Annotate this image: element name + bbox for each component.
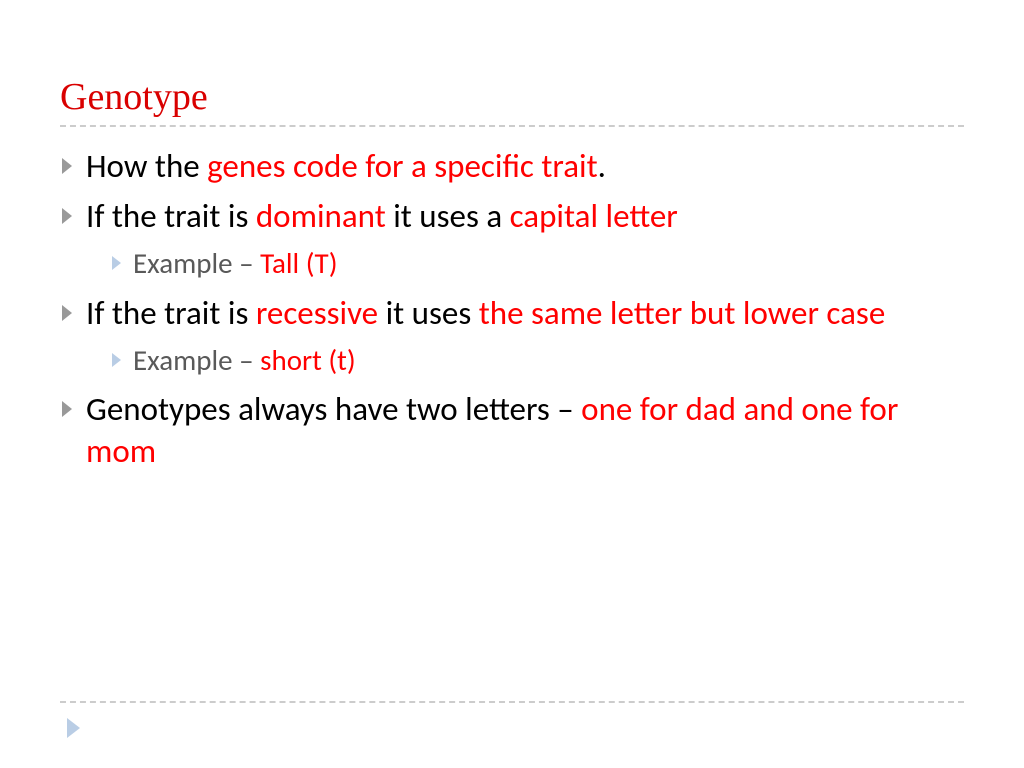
plain-text: Example –	[133, 342, 260, 378]
bullet-item: Example – Tall (T)	[60, 245, 964, 281]
footer-arrow-icon	[67, 718, 80, 738]
highlight-text: genes code for a specific trait	[207, 146, 598, 186]
highlight-text: short (t)	[260, 342, 356, 378]
bullet-arrow-icon	[62, 158, 72, 174]
plain-text: How the	[86, 146, 207, 186]
bullet-list: How the genes code for a specific trait.…	[60, 145, 964, 473]
bullet-text: If the trait is dominant it uses a capit…	[86, 195, 678, 237]
bullet-item: If the trait is dominant it uses a capit…	[60, 195, 964, 237]
highlight-text: the same letter but lower case	[479, 293, 886, 333]
plain-text: Genotypes always have two letters –	[86, 389, 581, 429]
bullet-arrow-icon	[62, 208, 72, 224]
highlight-text: capital letter	[510, 196, 678, 236]
title-divider	[60, 125, 964, 127]
bullet-arrow-icon	[112, 353, 121, 367]
bullet-text: If the trait is recessive it uses the sa…	[86, 292, 885, 334]
bullet-item: How the genes code for a specific trait.	[60, 145, 964, 187]
bullet-text: Example – short (t)	[133, 342, 356, 378]
plain-text: it uses a	[386, 196, 510, 236]
plain-text: If the trait is	[86, 196, 256, 236]
plain-text: it uses	[378, 293, 479, 333]
bullet-text: How the genes code for a specific trait.	[86, 145, 606, 187]
plain-text: Example –	[133, 245, 260, 281]
bullet-text: Example – Tall (T)	[133, 245, 337, 281]
bullet-item: Example – short (t)	[60, 342, 964, 378]
bullet-item: Genotypes always have two letters – one …	[60, 388, 964, 472]
plain-text: .	[598, 146, 606, 186]
bullet-arrow-icon	[62, 305, 72, 321]
bullet-arrow-icon	[62, 401, 72, 417]
bullet-text: Genotypes always have two letters – one …	[86, 388, 964, 472]
slide-title: Genotype	[60, 75, 964, 119]
bullet-item: If the trait is recessive it uses the sa…	[60, 292, 964, 334]
highlight-text: recessive	[256, 293, 378, 333]
bullet-arrow-icon	[112, 256, 121, 270]
plain-text: If the trait is	[86, 293, 256, 333]
highlight-text: Tall (T)	[260, 245, 337, 281]
highlight-text: dominant	[256, 196, 386, 236]
footer-divider	[60, 701, 964, 703]
